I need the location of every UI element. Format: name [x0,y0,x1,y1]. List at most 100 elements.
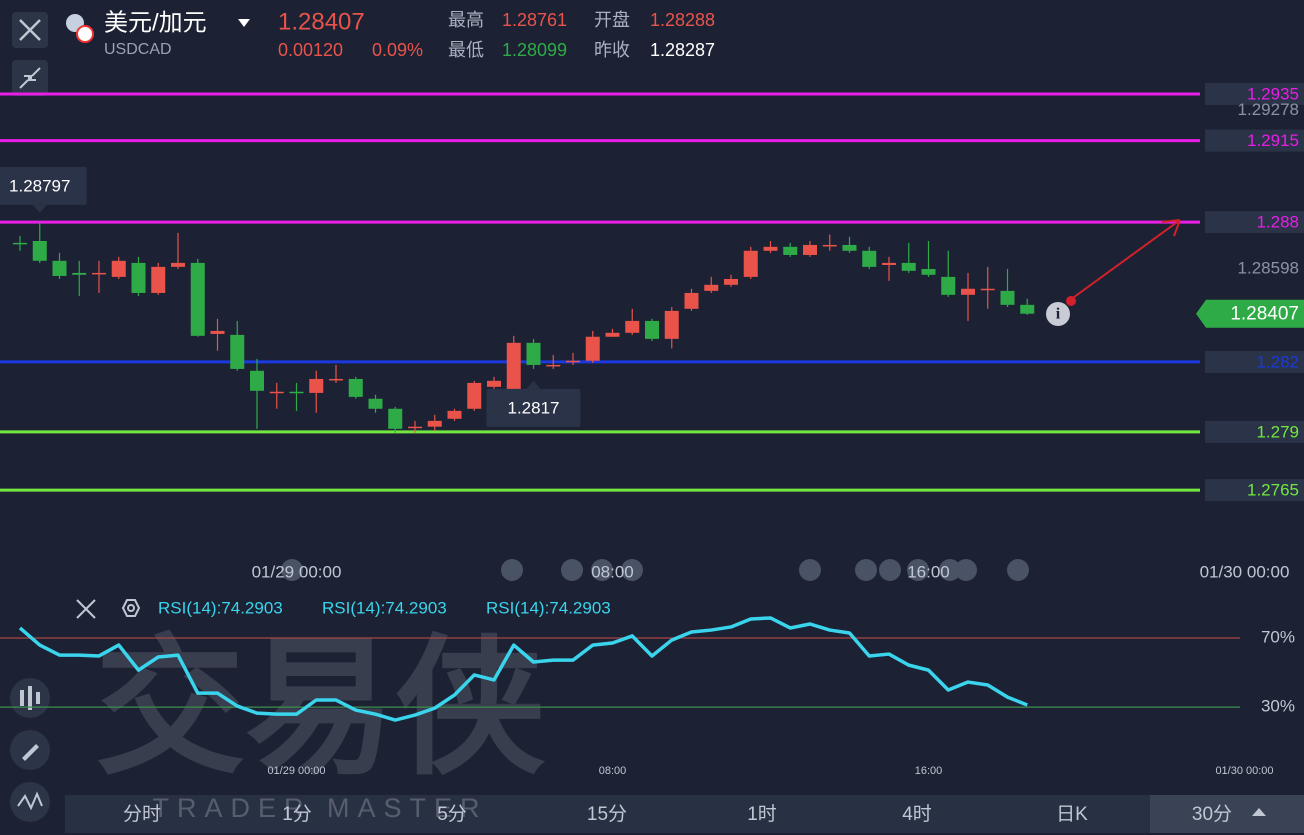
symbol-code: USDCAD [104,41,172,58]
candle-body [13,242,27,245]
tab[interactable]: 15分 [587,803,627,825]
open-label: 开盘 [594,10,630,30]
event-marker[interactable] [799,559,821,581]
symbol-name[interactable]: 美元/加元 [104,9,207,36]
change-percent: 0.09% [372,40,423,60]
info-icon[interactable] [1046,302,1070,326]
watermark-en: TRADER MASTER [152,793,487,823]
max-label-pointer [32,204,47,213]
event-marker[interactable] [955,559,977,581]
min-label-box [486,388,581,427]
rsi-settings[interactable] [121,599,141,617]
event-marker[interactable] [591,559,613,581]
rsi-controls [76,599,141,619]
candle-body [882,262,896,266]
tab-bar [65,795,1304,833]
candle-body [427,420,442,427]
info-glyph: i [1056,306,1061,323]
candle-body [684,292,699,309]
level-label: 1.2935 [1247,84,1299,103]
tab[interactable]: 4时 [902,803,932,825]
level-label-box [1205,420,1304,443]
event-marker[interactable] [939,559,961,581]
rsi-x-tick-label: 01/29 00:00 [267,765,325,777]
rsi-tick-label: 30% [1261,697,1295,716]
event-marker[interactable] [907,559,929,581]
candle-body [487,380,501,387]
event-marker[interactable] [879,559,901,581]
max-label: 1.28797 [9,176,70,195]
candle-body [388,408,403,429]
candle-body [329,378,343,381]
x-tick-label: 16:00 [907,562,950,581]
candle-body [585,336,600,361]
level-label: 1.282 [1256,352,1299,371]
tab[interactable]: 分时 [123,803,161,825]
trend-arrow [1069,219,1181,301]
flag-ca [76,25,94,43]
candle-body [309,378,324,393]
candle-body [822,244,837,247]
level-label-box [1205,211,1304,234]
tab[interactable]: 1时 [747,803,777,825]
x-tick-label: 01/30 00:00 [1200,562,1290,581]
max-label-box [0,166,87,205]
event-marker[interactable] [281,559,303,581]
rsi-x-tick-label: 16:00 [915,765,943,777]
candle-body [546,364,561,367]
prev-label: 昨收 [594,40,630,60]
rsi-close[interactable] [76,599,96,619]
tab[interactable]: 1分 [282,803,312,825]
candle-body [605,332,620,337]
candle-body [980,288,995,291]
candle-body [408,426,422,429]
tab[interactable]: 30分 [1192,803,1232,825]
last-price-tag [1196,299,1304,328]
close-icon [19,19,41,41]
level-label-box [1205,479,1304,502]
min-label: 1.2817 [508,398,560,417]
candle-body [368,398,383,409]
tab-arrow[interactable] [1252,808,1266,816]
candle-body [72,272,87,275]
y-tick-label: 1.28598 [1238,259,1299,278]
candle-body [92,272,106,275]
candle-body [783,246,798,255]
candle-body [763,246,778,251]
candle-body [289,391,304,394]
toolbar [10,12,50,822]
y-tick-label: 1.29278 [1238,100,1299,119]
event-marker[interactable] [561,559,583,581]
rsi-settings-dot [127,604,135,612]
event-marker[interactable] [1007,559,1029,581]
candle-body [230,334,245,369]
dropdown-arrow[interactable] [238,19,250,27]
level-label: 1.279 [1256,422,1299,441]
arrow-handle [1066,296,1076,306]
last-price-label: 1.28407 [1230,304,1299,325]
tab[interactable]: 5分 [437,803,467,825]
candle-body [171,262,185,267]
rsi-legend: RSI(14):74.2903 [322,598,447,617]
candle-body [190,262,205,336]
event-marker[interactable] [621,559,643,581]
candle-body [269,391,284,394]
event-marker[interactable] [855,559,877,581]
candle-body [250,370,264,391]
level-label-box [1205,350,1304,373]
event-marker[interactable] [501,559,523,581]
candle-body [447,410,462,419]
candle-body [862,250,877,267]
price: 1.28407 [278,8,365,35]
level-label: 1.2915 [1247,131,1299,150]
candle-body [111,260,126,277]
candle-body [32,241,47,261]
level-label-box [1205,82,1304,105]
tab[interactable]: 日K [1056,804,1088,825]
chart-button[interactable] [10,782,50,822]
candle-body [1020,304,1035,314]
candle-body [921,268,936,275]
x-tick-label: 01/29 00:00 [252,562,342,581]
tab-selected [1150,795,1304,833]
candle-body [131,262,146,293]
